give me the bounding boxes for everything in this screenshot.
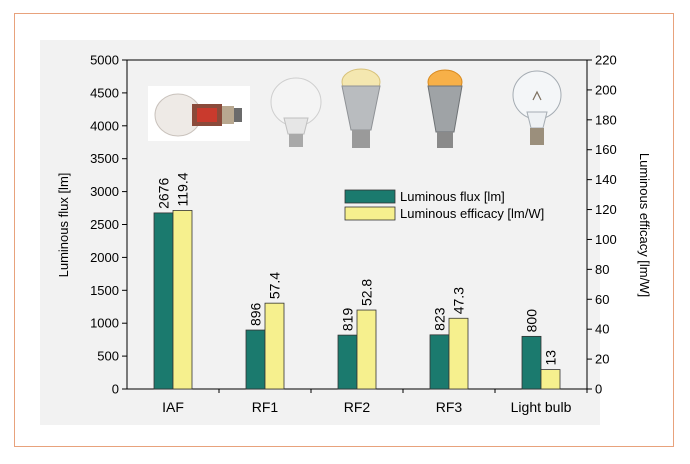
data-label: 819 <box>340 308 356 332</box>
y-tick-label-right: 60 <box>595 292 609 307</box>
y-tick-label-left: 500 <box>97 349 119 364</box>
rf1-lamp-photo <box>270 77 322 147</box>
data-label: 13 <box>543 350 559 366</box>
y-tick-label-left: 1500 <box>90 283 119 298</box>
legend-label: Luminous efficacy [lm/W] <box>400 206 544 221</box>
legend-swatch <box>344 189 396 204</box>
y-tick-label-left: 1000 <box>90 316 119 331</box>
incandescent-bulb-photo <box>512 70 562 145</box>
y-tick-label-left: 5000 <box>90 53 119 68</box>
bar <box>540 369 561 390</box>
y-tick-label-left: 4000 <box>90 118 119 133</box>
bar <box>337 334 358 390</box>
bar <box>172 210 193 390</box>
y-tick-label-left: 3000 <box>90 184 119 199</box>
y-tick-label-right: 80 <box>595 262 609 277</box>
y-tick-label-right: 100 <box>595 232 617 247</box>
y-tick-label-right: 180 <box>595 112 617 127</box>
y-tick-label-right: 0 <box>595 382 602 397</box>
y-axis-title-left: Luminous flux [lm] <box>56 173 71 278</box>
data-label: 800 <box>524 309 540 333</box>
bulb-screw <box>530 128 544 145</box>
data-label: 52.8 <box>359 279 375 306</box>
bar <box>153 212 174 390</box>
y-tick-label-left: 2500 <box>90 217 119 232</box>
bar <box>245 329 266 390</box>
y-tick-label-right: 120 <box>595 202 617 217</box>
rf2-lamp-photo <box>341 68 381 148</box>
bulb-screw <box>352 130 370 148</box>
y-tick-label-right: 220 <box>595 53 617 68</box>
x-tick-label: RF3 <box>436 399 463 415</box>
y-tick-label-right: 140 <box>595 172 617 187</box>
bulb-neck <box>526 111 548 129</box>
bulb-body <box>427 85 463 133</box>
bulb-screw <box>289 134 303 147</box>
iaf-lamp-photo <box>148 86 250 141</box>
y-tick-label-left: 3500 <box>90 151 119 166</box>
x-tick-label: IAF <box>162 399 184 415</box>
data-label: 119.4 <box>175 172 191 206</box>
lamp-circuit <box>197 108 217 122</box>
bar <box>264 302 285 390</box>
bulb-neck <box>283 117 309 135</box>
y-tick-label-right: 40 <box>595 322 609 337</box>
bar <box>448 317 469 390</box>
data-label: 47.3 <box>451 287 467 314</box>
x-tick-label: RF1 <box>252 399 279 415</box>
data-label: 896 <box>248 302 264 326</box>
legend-label: Luminous flux [lm] <box>400 189 505 204</box>
rf3-lamp-photo <box>427 69 463 148</box>
x-tick-label: Light bulb <box>511 399 572 415</box>
y-tick-label-right: 200 <box>595 82 617 97</box>
y-tick-label-left: 2000 <box>90 250 119 265</box>
y-tick-label-left: 4500 <box>90 85 119 100</box>
y-axis-title-right: Luminous efficacy [lm/W] <box>637 153 652 297</box>
data-label: 57.4 <box>267 272 283 299</box>
data-label: 2676 <box>156 178 172 209</box>
bar <box>356 309 377 390</box>
x-tick-label: RF2 <box>344 399 371 415</box>
lamp-base <box>222 106 234 124</box>
y-tick-label-right: 160 <box>595 142 617 157</box>
bar <box>521 335 542 390</box>
bulb-filament <box>532 90 542 101</box>
bulb-heatsink <box>341 85 381 131</box>
bar <box>429 334 450 390</box>
bulb-screw <box>437 132 453 148</box>
legend-swatch <box>344 206 396 221</box>
y-tick-label-right: 20 <box>595 352 609 367</box>
lamp-cap <box>234 108 242 122</box>
data-label: 823 <box>432 307 448 331</box>
y-tick-label-left: 0 <box>112 382 119 397</box>
